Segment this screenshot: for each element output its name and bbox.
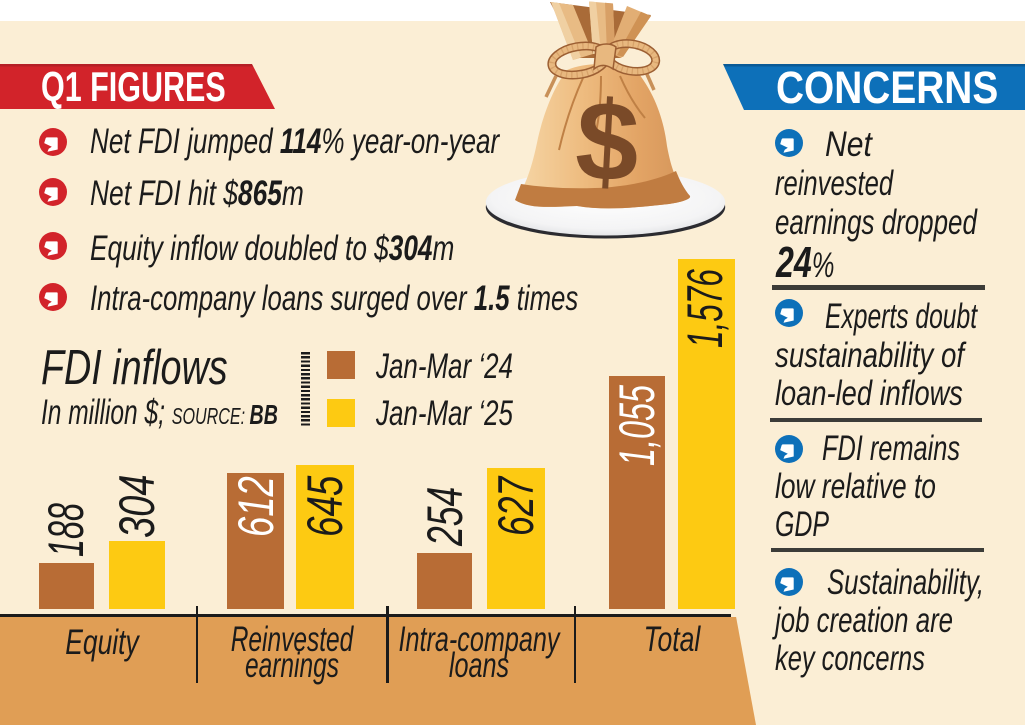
svg-text:$: $ xyxy=(573,77,642,206)
